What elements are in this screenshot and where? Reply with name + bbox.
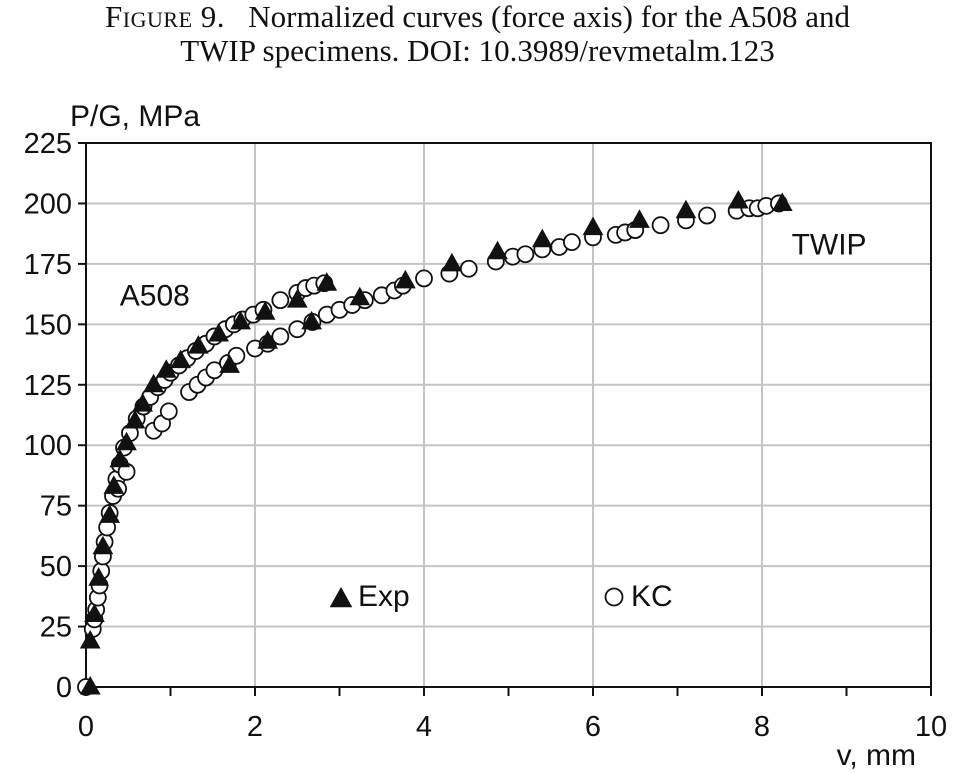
figure-label: Figure 9.	[105, 0, 226, 34]
y-tick-label: 225	[24, 128, 72, 160]
exp-point	[143, 373, 164, 393]
exp-point	[582, 216, 604, 236]
caption-line-2: TWIP specimens. DOI: 10.3989/revmetalm.1…	[180, 33, 775, 68]
exp-point	[301, 310, 322, 330]
exp-point	[230, 310, 251, 330]
curve-label-twip: TWIP	[792, 229, 867, 262]
grid	[86, 143, 931, 687]
exp-point	[675, 199, 697, 219]
exp-point	[771, 192, 793, 211]
kc-point	[415, 269, 433, 288]
legend-kc-marker	[604, 587, 624, 607]
axis-ticks	[78, 142, 932, 696]
kc-point	[651, 216, 670, 235]
y-tick-label: 0	[56, 672, 72, 704]
kc-point	[271, 291, 290, 310]
x-axis-label: v, mm	[837, 739, 916, 772]
figure-caption: Figure 9. Normalized curves (force axis)…	[0, 0, 955, 68]
caption-text: Normalized curves (force axis) for the A…	[248, 0, 850, 34]
legend-exp-marker	[329, 586, 353, 608]
kc-point	[698, 206, 716, 225]
exp-point	[103, 475, 125, 494]
exp-point	[109, 448, 131, 468]
tick-labels: 0 25 50 75 100 125 150 175 200 225 0 2 4 6 8 10	[24, 128, 948, 743]
exp-point	[531, 228, 553, 248]
exp-point	[124, 410, 146, 429]
exp-point	[629, 209, 650, 228]
y-tick-label: 175	[24, 249, 72, 281]
exp-point	[116, 431, 137, 451]
exp-point	[349, 286, 371, 306]
exp-point	[170, 349, 191, 369]
exp-point	[155, 359, 177, 378]
y-tick-label: 100	[24, 430, 72, 462]
legend-exp-label: Exp	[358, 580, 410, 613]
annotations: A508 TWIP	[120, 229, 867, 313]
caption-line-1: Figure 9. Normalized curves (force axis)…	[0, 0, 955, 34]
exp-point	[219, 354, 241, 373]
kc-point	[459, 259, 478, 278]
exp-point	[487, 240, 508, 260]
x-tick-label: 4	[416, 711, 432, 743]
y-axis-label: P/G, MPa	[70, 100, 200, 133]
x-tick-label: 0	[78, 711, 94, 743]
exp-point	[286, 289, 308, 308]
legend: Exp KC	[329, 580, 673, 613]
y-tick-label: 125	[24, 370, 72, 402]
y-tick-label: 50	[40, 551, 72, 583]
kc-point	[562, 233, 581, 252]
exp-point	[92, 535, 114, 555]
exp-point	[316, 272, 338, 291]
exp-point	[727, 190, 749, 209]
y-tick-label: 200	[24, 188, 72, 220]
exp-point	[88, 567, 110, 586]
x-tick-label: 10	[915, 711, 947, 743]
exp-point	[441, 252, 463, 272]
x-tick-label: 8	[754, 711, 770, 743]
data-markers	[77, 190, 793, 696]
y-tick-label: 25	[40, 612, 72, 644]
legend-kc-label: KC	[631, 580, 673, 613]
kc-point	[516, 245, 535, 264]
exp-point	[257, 330, 279, 349]
exp-point	[79, 675, 101, 695]
kc-point	[159, 402, 178, 421]
curve-label-a508: A508	[120, 279, 190, 312]
kc-point	[271, 327, 290, 346]
y-tick-label: 75	[40, 491, 72, 523]
exp-point	[208, 322, 230, 342]
exp-point	[99, 504, 121, 523]
x-tick-label: 6	[585, 711, 601, 743]
plot-frame	[85, 142, 932, 688]
exp-point	[132, 393, 153, 412]
exp-point	[395, 269, 416, 289]
exp-point	[188, 335, 209, 354]
x-tick-label: 2	[247, 711, 263, 743]
exp-point	[254, 301, 276, 320]
exp-point	[84, 603, 105, 622]
y-tick-label: 150	[24, 309, 72, 341]
exp-point	[79, 630, 101, 649]
